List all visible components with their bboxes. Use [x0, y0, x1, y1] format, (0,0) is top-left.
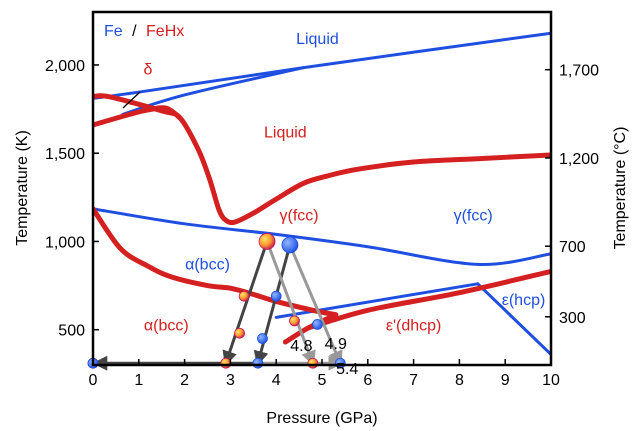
y-tick-label-2: 1,500 [45, 146, 85, 163]
x-tick-label-0: 0 [89, 372, 98, 389]
fe-data-point-1 [281, 236, 299, 254]
x-tick-label-10: 10 [542, 372, 560, 389]
x-tick-label-3: 3 [226, 372, 235, 389]
fe-boundary-0 [121, 66, 306, 116]
fe-boundary-2 [93, 207, 551, 266]
annotation-11: 5.4 [336, 361, 358, 378]
legend-fehx: FeHx [146, 23, 184, 40]
region-labels: Liquid δ Liquid γ(fcc) γ(fcc) α(bcc) α(bcc) ε'(… [144, 31, 546, 378]
annotation-7: ε'(dhcp) [386, 318, 442, 335]
annotation-5: α(bcc) [185, 257, 230, 274]
annotation-0: Liquid [296, 31, 339, 48]
fehx-boundary-5 [93, 93, 551, 226]
fehx-data-point-8 [289, 315, 300, 327]
x-tick-label-8: 8 [455, 372, 464, 389]
annotation-4: γ(fcc) [454, 207, 493, 224]
path-arrow-0 [222, 240, 269, 367]
fehx-data-point-3 [234, 327, 245, 339]
fe-data-point-5 [270, 290, 282, 302]
phase-boundaries [93, 31, 551, 356]
y2-axis-title: Temperature (°C) [612, 127, 629, 250]
x-tick-label-2: 2 [180, 372, 189, 389]
x-tick-label-1: 1 [134, 372, 143, 389]
y-tick-label-0: 500 [58, 323, 85, 340]
fe-data-point-10 [312, 319, 323, 330]
legend-separator: / [132, 23, 137, 40]
x-tick-label-5: 5 [318, 372, 327, 389]
fehx-data-point-2 [238, 290, 250, 302]
annotation-1: δ [144, 62, 153, 79]
y-tick-label-3: 2,000 [45, 58, 85, 75]
fehx-boundary-9 [305, 268, 551, 331]
annotation-10: 4.9 [325, 336, 347, 353]
y-tick-label-1: 1,000 [45, 234, 85, 251]
annotation-9: 4.8 [290, 338, 312, 355]
y2-tick-label-0: 300 [559, 310, 586, 327]
fehx-data-point-9 [307, 357, 319, 369]
x-tick-label-7: 7 [409, 372, 418, 389]
x-tick-label-4: 4 [272, 372, 281, 389]
x-axis-title: Pressure (GPa) [266, 410, 377, 427]
x-tick-label-9: 9 [501, 372, 510, 389]
fehx-data-point-0 [258, 233, 276, 250]
y2-tick-label-1: 700 [559, 239, 586, 256]
annotation-3: γ(fcc) [280, 207, 319, 224]
fe-data-point-7 [252, 357, 264, 369]
path-arrow-3 [288, 244, 343, 366]
annotation-2: Liquid [264, 124, 307, 141]
fehx-boundary-7 [93, 206, 339, 318]
fehx-boundary-6 [93, 105, 183, 128]
fe-boundary-3 [274, 282, 480, 319]
fe-boundary-1 [93, 31, 551, 100]
fe-boundary-4 [476, 282, 551, 356]
x-tick-label-6: 6 [363, 372, 372, 389]
y2-tick-label-2: 1,200 [559, 151, 599, 168]
legend: Fe / FeHx [104, 23, 184, 40]
y-axis-title: Temperature (K) [14, 130, 31, 246]
axis-ticks: 0 1 2 3 4 5 6 7 8 9 10 500 1,000 1,500 2,000 300 700 1,20… [45, 58, 599, 389]
path-arrow-2 [265, 240, 316, 367]
y2-tick-label-3: 1,700 [559, 63, 599, 80]
annotation-6: α(bcc) [144, 318, 189, 335]
delta-pointer [122, 91, 141, 109]
annotation-8: ε(hcp) [502, 292, 546, 309]
fe-data-point-6 [257, 333, 268, 344]
fehx-data-point-4 [220, 357, 232, 369]
legend-fe: Fe [104, 23, 123, 40]
